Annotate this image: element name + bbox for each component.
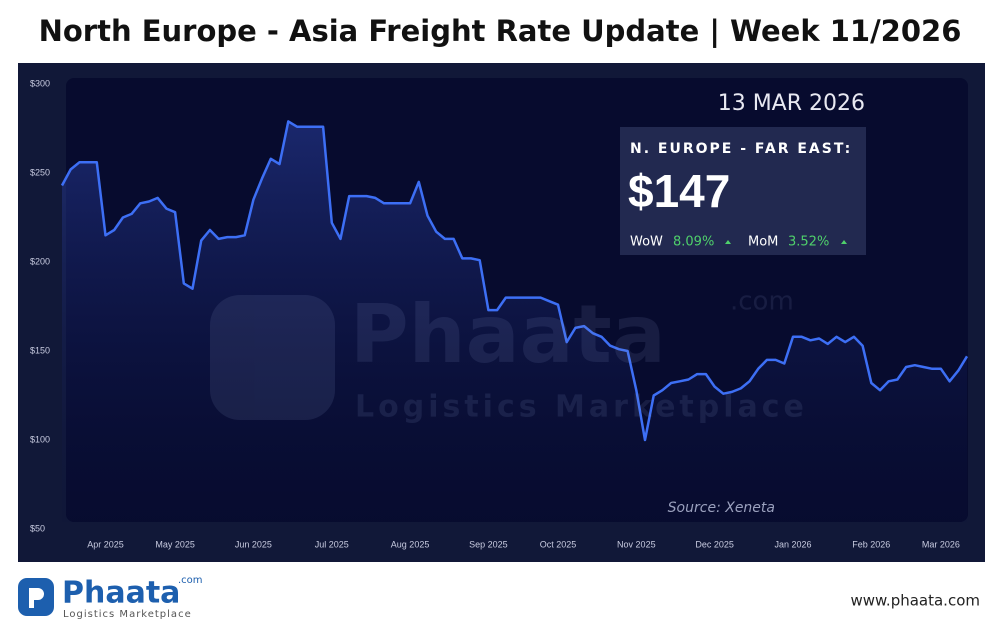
line [60,120,969,442]
watermark-suffix: .com [730,287,794,317]
up-arrow [841,240,847,244]
logo-tagline: Logistics Marketplace [63,609,192,620]
wow-label: WoW [630,235,663,250]
x-tick-label: Apr 2025 [87,539,124,549]
plot: $300 $250 $200 $150 $100 $50 Apr 2025 May 2025 J… [30,78,969,549]
watermark-tagline: Logistics Marketplace [355,390,808,425]
x-tick-label: Dec 2025 [695,539,734,549]
route: N. EUROPE - FAR EAST: [630,141,852,157]
date: 13 MAR 2026 [718,91,865,116]
x-tick-label: Feb 2026 [852,539,890,549]
info-box [620,127,866,255]
up-arrow [725,240,731,244]
x-tick-label: Nov 2025 [617,539,656,549]
logo-glyph [29,588,44,608]
watermark: Phaata .com Logistics Marketplace [210,287,808,425]
x-tick-label: Jul 2025 [315,539,349,549]
website: www.phaata.com [851,592,981,610]
x-tick-label: Oct 2025 [540,539,577,549]
y-tick-label: $250 [30,167,50,177]
x-tick-label: Mar 2026 [922,539,960,549]
x-tick-label: Jun 2025 [235,539,272,549]
x-tick-label: May 2025 [155,539,195,549]
price: $147 [628,165,730,217]
y-tick-label: $300 [30,78,50,88]
y-tick-label: $200 [30,256,50,266]
y-tick-label: $50 [30,523,45,533]
wow-value: 8.09% [673,235,714,250]
y-tick-label: $100 [30,434,50,444]
area [62,121,967,523]
logo-text: Phaata [62,576,180,611]
x-tick-label: Aug 2025 [391,539,430,549]
mom-label: MoM [748,235,778,250]
x-tick-label: Sep 2025 [469,539,508,549]
y-tick-label: $150 [30,345,50,355]
watermark-text: Phaata [350,288,666,381]
logo-suffix: .com [178,575,203,586]
title: North Europe - Asia Freight Rate Update … [39,14,962,48]
x-tick-label: Jan 2026 [774,539,811,549]
source: Source: Xeneta [668,500,775,516]
mom-value: 3.52% [788,235,829,250]
